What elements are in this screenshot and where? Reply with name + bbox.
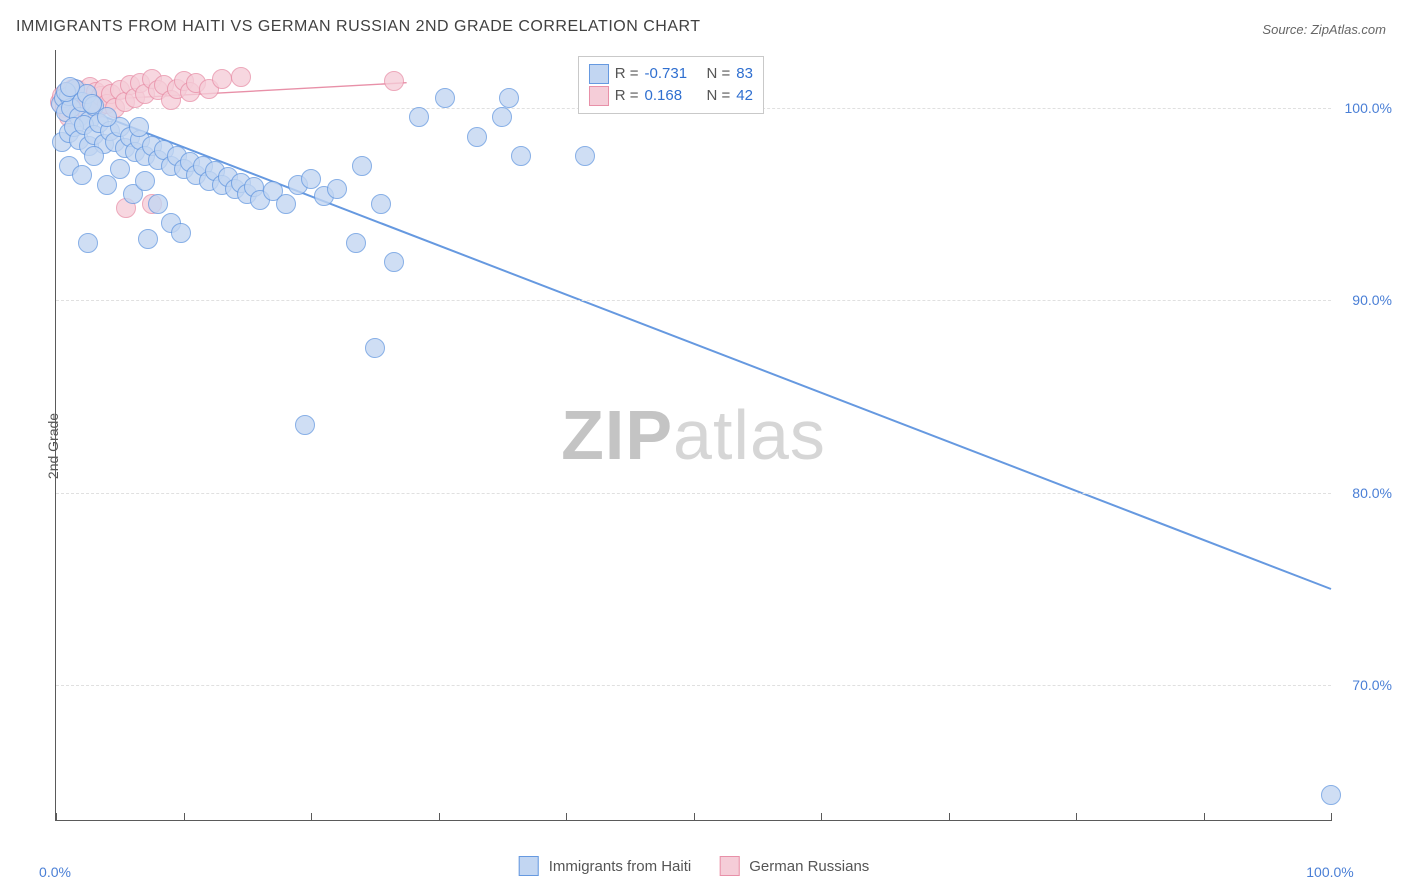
data-point [499, 88, 519, 108]
data-point [575, 146, 595, 166]
data-point [1321, 785, 1341, 805]
x-tick [184, 813, 185, 821]
data-point [511, 146, 531, 166]
legend-swatch [589, 64, 609, 84]
data-point [129, 117, 149, 137]
r-value: -0.731 [645, 63, 701, 85]
x-tick [694, 813, 695, 821]
data-point [346, 233, 366, 253]
legend-swatch [519, 856, 539, 876]
data-point [352, 156, 372, 176]
source-label: Source: [1262, 22, 1307, 37]
x-tick [1331, 813, 1332, 821]
legend-label: German Russians [749, 858, 869, 875]
data-point [327, 179, 347, 199]
x-tick [1076, 813, 1077, 821]
data-point [135, 171, 155, 191]
x-tick [1204, 813, 1205, 821]
source-value: ZipAtlas.com [1311, 22, 1386, 37]
data-point [301, 169, 321, 189]
x-tick [56, 813, 57, 821]
x-tick [821, 813, 822, 821]
data-point [148, 194, 168, 214]
n-value: 83 [736, 63, 753, 85]
y-tick-label: 70.0% [1352, 677, 1392, 693]
x-tick [949, 813, 950, 821]
legend-swatch [589, 86, 609, 106]
data-point [231, 67, 251, 87]
data-point [212, 69, 232, 89]
gridline [56, 300, 1331, 301]
data-point [110, 159, 130, 179]
n-label: N = [707, 85, 731, 107]
data-point [435, 88, 455, 108]
x-tick-label: 100.0% [1306, 864, 1353, 880]
data-point [295, 415, 315, 435]
x-tick [311, 813, 312, 821]
data-point [97, 107, 117, 127]
regression-lines [56, 50, 1331, 820]
correlation-legend: R = -0.731 N = 83 R = 0.168 N = 42 [578, 56, 764, 114]
n-value: 42 [736, 85, 753, 107]
source-attribution: Source: ZipAtlas.com [1262, 22, 1386, 37]
chart-title: IMMIGRANTS FROM HAITI VS GERMAN RUSSIAN … [16, 18, 701, 36]
n-label: N = [707, 63, 731, 85]
correlation-legend-row: R = 0.168 N = 42 [589, 85, 753, 107]
legend-swatch [719, 856, 739, 876]
data-point [365, 338, 385, 358]
x-tick-label: 0.0% [39, 864, 71, 880]
y-tick-label: 100.0% [1345, 100, 1392, 116]
scatter-chart: ZIPatlas [55, 50, 1331, 821]
correlation-legend-row: R = -0.731 N = 83 [589, 63, 753, 85]
data-point [409, 107, 429, 127]
data-point [276, 194, 296, 214]
data-point [467, 127, 487, 147]
data-point [138, 229, 158, 249]
gridline [56, 685, 1331, 686]
data-point [60, 77, 80, 97]
y-tick-label: 90.0% [1352, 292, 1392, 308]
y-tick-label: 80.0% [1352, 485, 1392, 501]
data-point [384, 252, 404, 272]
regression-line [56, 98, 1331, 589]
r-label: R = [615, 63, 639, 85]
gridline [56, 493, 1331, 494]
data-point [78, 233, 98, 253]
series-legend: Immigrants from Haiti German Russians [519, 856, 888, 876]
x-tick [439, 813, 440, 821]
r-label: R = [615, 85, 639, 107]
r-value: 0.168 [645, 85, 701, 107]
data-point [371, 194, 391, 214]
data-point [72, 165, 92, 185]
data-point [171, 223, 191, 243]
x-tick [566, 813, 567, 821]
data-point [384, 71, 404, 91]
legend-label: Immigrants from Haiti [549, 858, 692, 875]
data-point [492, 107, 512, 127]
data-point [84, 146, 104, 166]
